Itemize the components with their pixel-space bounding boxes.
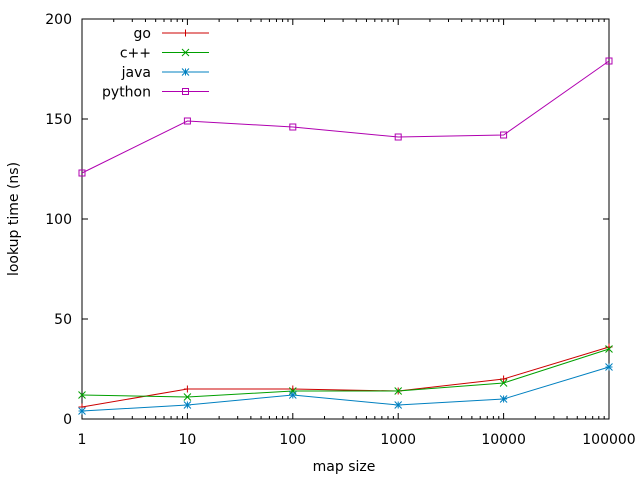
- data-point-cpp: [78, 391, 86, 399]
- plot-frame: [81, 18, 610, 420]
- data-point-python: [78, 169, 86, 177]
- x-tick-label: 100: [279, 432, 306, 448]
- data-point-python: [500, 131, 508, 139]
- data-point-java: [288, 391, 297, 399]
- legend-item-java: java: [121, 65, 209, 81]
- y-tick-label: 150: [45, 112, 72, 128]
- data-point-java: [183, 401, 192, 409]
- series-cpp: [78, 345, 613, 401]
- legend-label: python: [102, 85, 151, 101]
- x-axis-title: map size: [313, 459, 376, 475]
- data-point-java: [499, 395, 508, 403]
- legend-marker: [181, 48, 190, 57]
- legend-marker: [182, 29, 189, 37]
- legend-item-go: go: [134, 26, 209, 42]
- series-line-java: [81, 366, 610, 412]
- legend-item-cpp: c++: [120, 46, 209, 62]
- y-tick-label: 0: [63, 412, 72, 428]
- data-point-java: [605, 363, 613, 371]
- data-point-python: [605, 57, 613, 65]
- x-tick-label: 10000: [481, 432, 526, 448]
- y-axis-title: lookup time (ns): [6, 162, 22, 276]
- y-axis-ticks: 0 50 100 150 200: [45, 12, 609, 428]
- legend: go c++ java python: [102, 26, 209, 101]
- y-tick-label: 50: [54, 312, 72, 328]
- x-tick-label: 100000: [582, 432, 635, 448]
- data-point-cpp: [183, 393, 192, 401]
- data-point-cpp: [605, 345, 613, 353]
- data-point-java: [78, 407, 86, 415]
- series-line-cpp: [81, 348, 610, 398]
- legend-label: go: [134, 26, 151, 42]
- x-tick-label: 10: [178, 432, 196, 448]
- y-tick-label: 200: [45, 12, 72, 28]
- data-point-python: [183, 117, 191, 125]
- data-point-go: [183, 385, 191, 393]
- series-line-go: [81, 346, 610, 408]
- legend-label: c++: [120, 46, 151, 62]
- legend-item-python: python: [102, 85, 209, 101]
- data-point-python: [289, 123, 297, 131]
- data-point-cpp: [394, 387, 403, 395]
- data-point-python: [394, 133, 402, 141]
- plot-area: [81, 18, 610, 420]
- series-python: [78, 57, 613, 177]
- legend-marker: [182, 88, 189, 95]
- x-axis-ticks: 1 10 100 1000 10000 100000: [78, 19, 636, 448]
- series-java: [78, 363, 613, 415]
- data-point-go: [500, 375, 508, 383]
- data-point-cpp: [499, 379, 508, 387]
- legend-label: java: [121, 65, 151, 81]
- x-tick-label: 1000: [380, 432, 416, 448]
- series-line-python: [81, 60, 610, 174]
- x-tick-label: 1: [78, 432, 87, 448]
- series-group: [78, 57, 613, 415]
- data-point-java: [394, 401, 403, 409]
- y-tick-label: 100: [45, 212, 72, 228]
- legend-marker: [181, 68, 190, 76]
